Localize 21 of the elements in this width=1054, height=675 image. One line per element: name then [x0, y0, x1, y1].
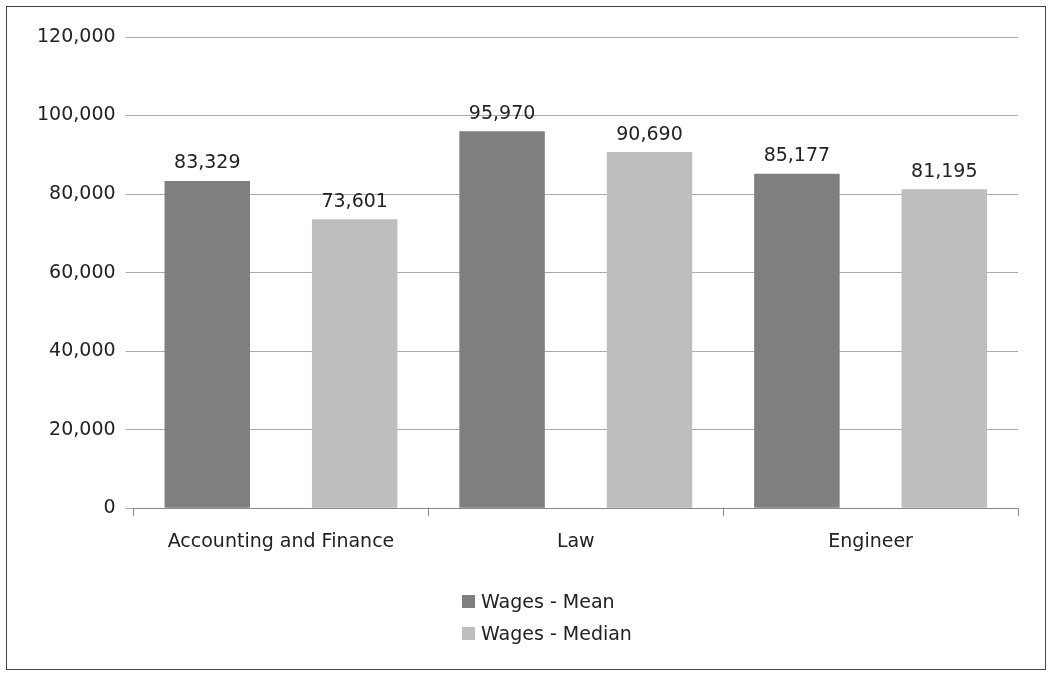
y-tick-label: 100,000	[36, 102, 116, 125]
y-tick-label: 40,000	[49, 338, 116, 361]
bar	[606, 152, 693, 508]
y-tick-label: 20,000	[49, 416, 116, 439]
y-tick-label: 80,000	[49, 181, 116, 203]
y-tick-label: 0	[103, 495, 116, 518]
x-tick-label: Accounting and Finance	[167, 528, 395, 551]
data-label: 95,970	[468, 100, 536, 123]
data-label: 83,329	[174, 150, 241, 173]
bar	[901, 189, 988, 508]
legend-label: Wages - Median	[481, 622, 632, 644]
bar	[311, 219, 398, 508]
data-label: 85,177	[763, 143, 831, 166]
y-tick-label: 120,000	[36, 23, 116, 46]
legend-label: Wages - Mean	[481, 590, 615, 612]
data-label: 81,195	[911, 158, 978, 181]
data-label: 90,690	[616, 121, 683, 144]
x-tick-label: Engineer	[828, 528, 914, 551]
data-label: 73,601	[321, 188, 388, 211]
y-tick-label: 60,000	[49, 259, 116, 282]
x-tick-label: Law	[556, 528, 595, 551]
